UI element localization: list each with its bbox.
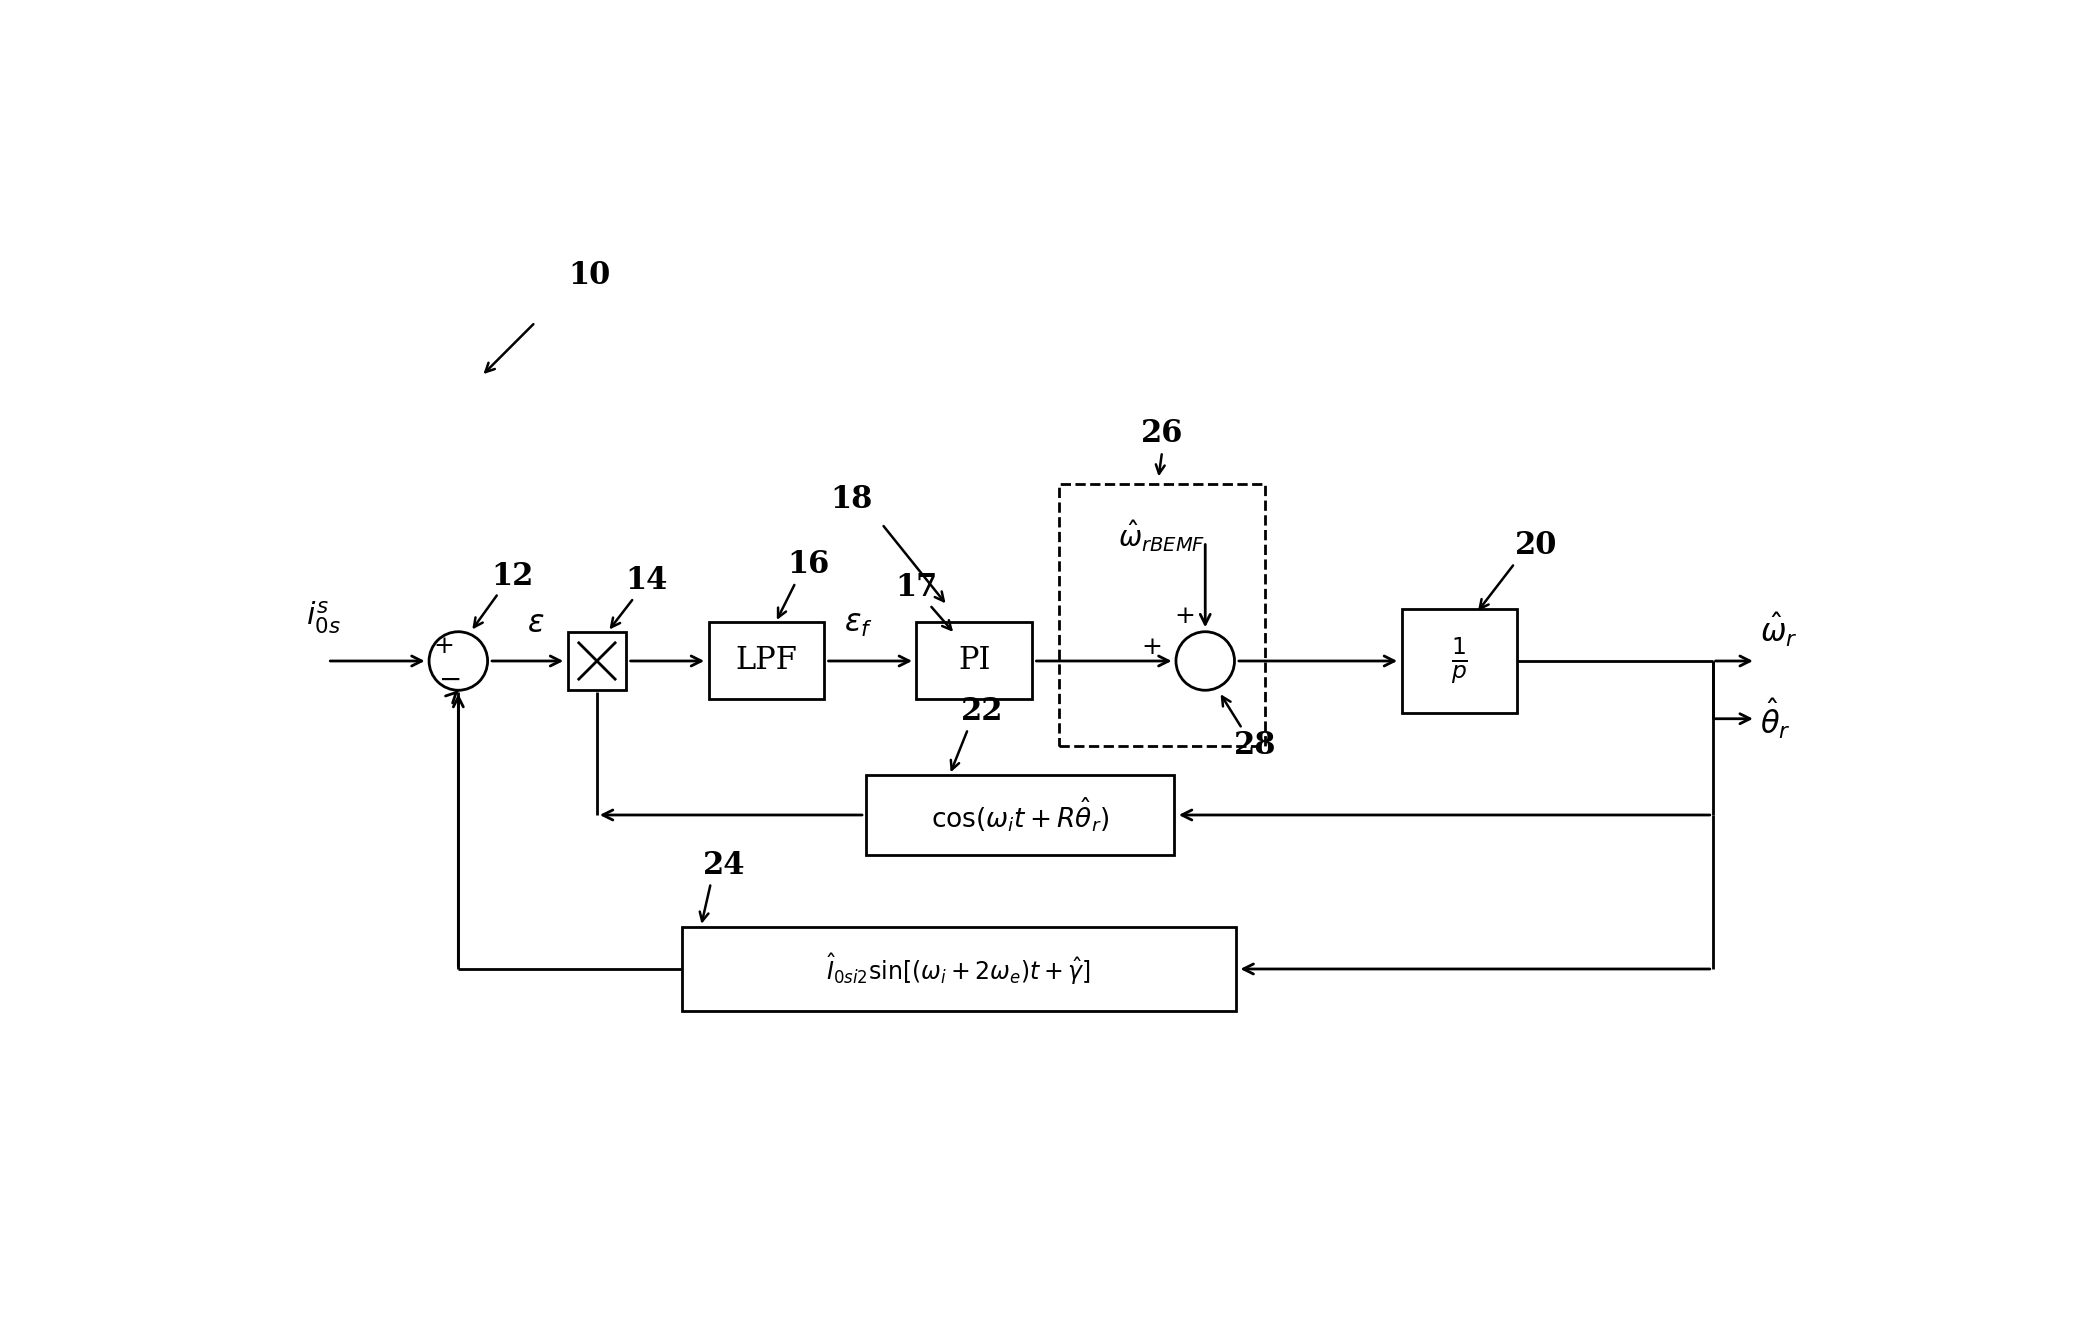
Bar: [867, 775, 1174, 856]
Text: 16: 16: [788, 550, 830, 580]
Text: 18: 18: [830, 483, 872, 515]
Bar: [709, 623, 824, 700]
Text: −: −: [440, 667, 463, 693]
Text: 20: 20: [1516, 530, 1557, 560]
Text: 26: 26: [1140, 418, 1184, 450]
Bar: [1059, 484, 1266, 745]
Text: 17: 17: [894, 572, 938, 603]
Text: $\frac{1}{p}$: $\frac{1}{p}$: [1451, 636, 1468, 687]
Bar: [917, 623, 1032, 700]
Bar: [567, 632, 626, 691]
Bar: [682, 926, 1236, 1012]
Text: +: +: [434, 635, 455, 658]
Text: LPF: LPF: [736, 646, 796, 676]
Text: 22: 22: [961, 696, 1003, 727]
Text: 14: 14: [626, 564, 667, 596]
Text: 24: 24: [703, 849, 744, 881]
Text: 28: 28: [1234, 731, 1276, 761]
Text: $\varepsilon_f$: $\varepsilon_f$: [844, 608, 874, 639]
Text: $\hat{\theta}_r$: $\hat{\theta}_r$: [1760, 696, 1791, 741]
Circle shape: [430, 632, 488, 691]
Text: $\varepsilon$: $\varepsilon$: [528, 608, 544, 639]
Text: 12: 12: [492, 560, 534, 592]
Text: $\cos(\omega_i t + R\hat{\theta}_r)$: $\cos(\omega_i t + R\hat{\theta}_r)$: [932, 796, 1109, 835]
Text: PI: PI: [957, 646, 990, 676]
Text: $\hat{I}_{0si2}\sin[(\omega_i + 2\omega_e)t + \hat{\gamma}]$: $\hat{I}_{0si2}\sin[(\omega_i + 2\omega_…: [826, 952, 1090, 986]
Text: $i_{0s}^{s}$: $i_{0s}^{s}$: [306, 600, 342, 636]
Circle shape: [1176, 632, 1234, 691]
Text: $\hat{\omega}_{rBEMF}$: $\hat{\omega}_{rBEMF}$: [1118, 519, 1205, 554]
Text: +: +: [1174, 604, 1195, 628]
Bar: [1401, 610, 1518, 713]
Text: 10: 10: [567, 261, 611, 291]
Text: +: +: [1140, 636, 1161, 659]
Text: $\hat{\omega}_r$: $\hat{\omega}_r$: [1760, 611, 1797, 650]
